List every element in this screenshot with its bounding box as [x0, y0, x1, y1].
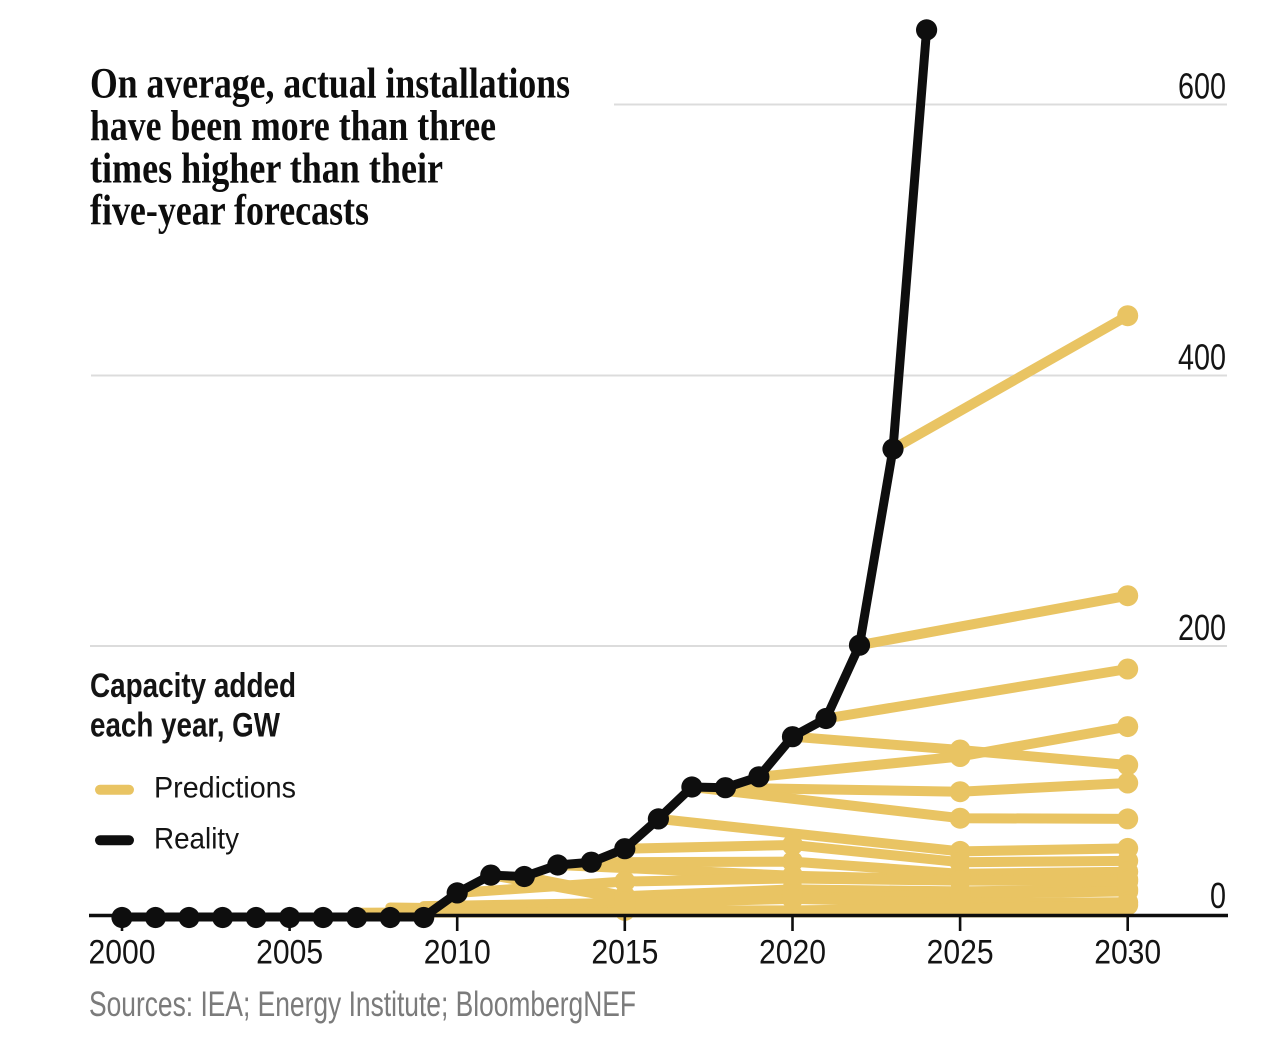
svg-text:Predictions: Predictions [154, 771, 296, 804]
svg-text:2025: 2025 [927, 934, 994, 972]
svg-text:2000: 2000 [89, 934, 156, 972]
svg-text:2020: 2020 [759, 934, 826, 972]
svg-text:2005: 2005 [256, 934, 323, 972]
svg-text:0: 0 [1210, 875, 1226, 916]
svg-text:have been more than three: have been more than three [90, 103, 496, 150]
svg-text:2010: 2010 [424, 934, 491, 972]
svg-text:Sources: IEA; Energy Institute: Sources: IEA; Energy Institute; Bloomber… [89, 985, 636, 1024]
svg-text:200: 200 [1178, 607, 1226, 648]
svg-text:five-year forecasts: five-year forecasts [90, 188, 369, 235]
svg-text:On average, actual installatio: On average, actual installations [90, 61, 570, 108]
svg-text:times higher than their: times higher than their [90, 145, 443, 192]
svg-text:400: 400 [1178, 337, 1226, 378]
svg-text:2030: 2030 [1094, 934, 1161, 972]
svg-text:2015: 2015 [591, 934, 658, 972]
svg-text:Reality: Reality [154, 823, 239, 856]
svg-text:Capacity added: Capacity added [90, 667, 296, 705]
svg-text:600: 600 [1178, 66, 1226, 107]
svg-text:each year, GW: each year, GW [90, 707, 281, 745]
